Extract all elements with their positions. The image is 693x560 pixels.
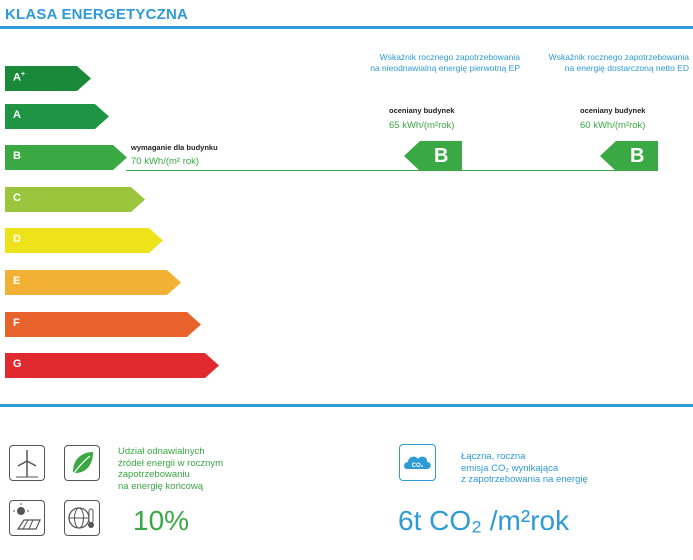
- requirement-label: wymaganie dla budynku: [131, 143, 218, 152]
- bar-shape: [5, 353, 219, 378]
- class-bar-d: D: [5, 228, 163, 253]
- co2-line1: Łączna, roczna: [461, 451, 526, 462]
- solar-panel-icon: [9, 500, 45, 536]
- ep-class-letter: B: [434, 145, 449, 167]
- globe-thermometer-icon: [64, 500, 100, 536]
- class-label: A: [13, 71, 21, 84]
- ed-header-line1: Wskaźnik rocznego zapotrzebowania: [548, 52, 689, 62]
- ed-building-label: oceniany budynek: [580, 106, 646, 115]
- co2-value: 6t CO₂ /m²rok: [398, 505, 570, 536]
- ed-column-header: Wskaźnik rocznego zapotrzebowania na ene…: [489, 52, 689, 74]
- class-bar-a: A: [5, 104, 109, 129]
- ed-building-value: 60 kWh/(m²rok): [580, 120, 646, 131]
- class-label: B: [13, 150, 21, 162]
- co2-line3: z zapotrzebowania na energię: [461, 474, 588, 485]
- bottom-rule: [0, 404, 693, 407]
- bar-shape: [5, 145, 127, 170]
- top-rule: [0, 26, 693, 29]
- ep-building-value: 65 kWh/(m²rok): [389, 120, 455, 131]
- co2-line2: emisja CO₂ wynikająca: [461, 462, 559, 474]
- renewable-line4: na energię końcową: [118, 480, 204, 492]
- renewable-description: Udział odnawialnych źródeł energii w roc…: [118, 446, 223, 492]
- class-label: A: [13, 109, 21, 121]
- bar-shape: [5, 66, 91, 91]
- bar-shape: [5, 228, 163, 253]
- bar-shape: [5, 104, 109, 129]
- leaf-icon: [64, 445, 100, 481]
- class-bar-g: G: [5, 353, 219, 378]
- class-label: D: [13, 233, 21, 245]
- bar-shape: [5, 270, 181, 295]
- renewable-line3: zapotrzebowaniu: [118, 469, 190, 480]
- class-label: G: [13, 358, 22, 370]
- co2-icon-text: CO₂: [412, 463, 424, 469]
- requirement-value: 70 kWh/(m² rok): [131, 156, 200, 167]
- ep-header-line2: na nieodnawialną energię pierwotną EP: [370, 63, 520, 73]
- class-bar-c: C: [5, 187, 145, 212]
- class-label: F: [13, 317, 20, 329]
- class-bar-e: E: [5, 270, 181, 295]
- ed-header-line2: na energię dostarczoną netto ED: [564, 63, 689, 73]
- ed-class-letter: B: [630, 145, 645, 167]
- co2-description: Łączna, roczna emisja CO₂ wynikająca z z…: [461, 451, 588, 486]
- class-bar-a-plus: A+: [5, 66, 91, 91]
- cloud-co2-icon: CO₂: [399, 444, 436, 481]
- renewable-line1: Udział odnawialnych: [118, 446, 205, 457]
- class-sup: +: [20, 71, 26, 78]
- class-bar-b: B: [5, 145, 127, 170]
- arrow-shape: [404, 141, 462, 171]
- arrow-shape: [600, 141, 658, 171]
- class-bar-f: F: [5, 312, 201, 337]
- class-label: E: [13, 275, 21, 287]
- ep-header-line1: Wskaźnik rocznego zapotrzebowania: [379, 52, 520, 62]
- renewable-value: 10%: [133, 505, 190, 536]
- ep-class-arrow: B: [404, 141, 462, 171]
- bar-shape: [5, 312, 201, 337]
- ep-column-header: Wskaźnik rocznego zapotrzebowania na nie…: [320, 52, 520, 74]
- renewable-line2: źródeł energii w rocznym: [118, 457, 224, 469]
- requirement-line: [126, 170, 657, 171]
- class-label: C: [13, 192, 21, 204]
- bar-shape: [5, 187, 145, 212]
- wind-turbine-icon: [9, 445, 45, 481]
- ep-building-label: oceniany budynek: [389, 106, 455, 115]
- ed-class-arrow: B: [600, 141, 658, 171]
- page-title: KLASA ENERGETYCZNA: [5, 6, 189, 23]
